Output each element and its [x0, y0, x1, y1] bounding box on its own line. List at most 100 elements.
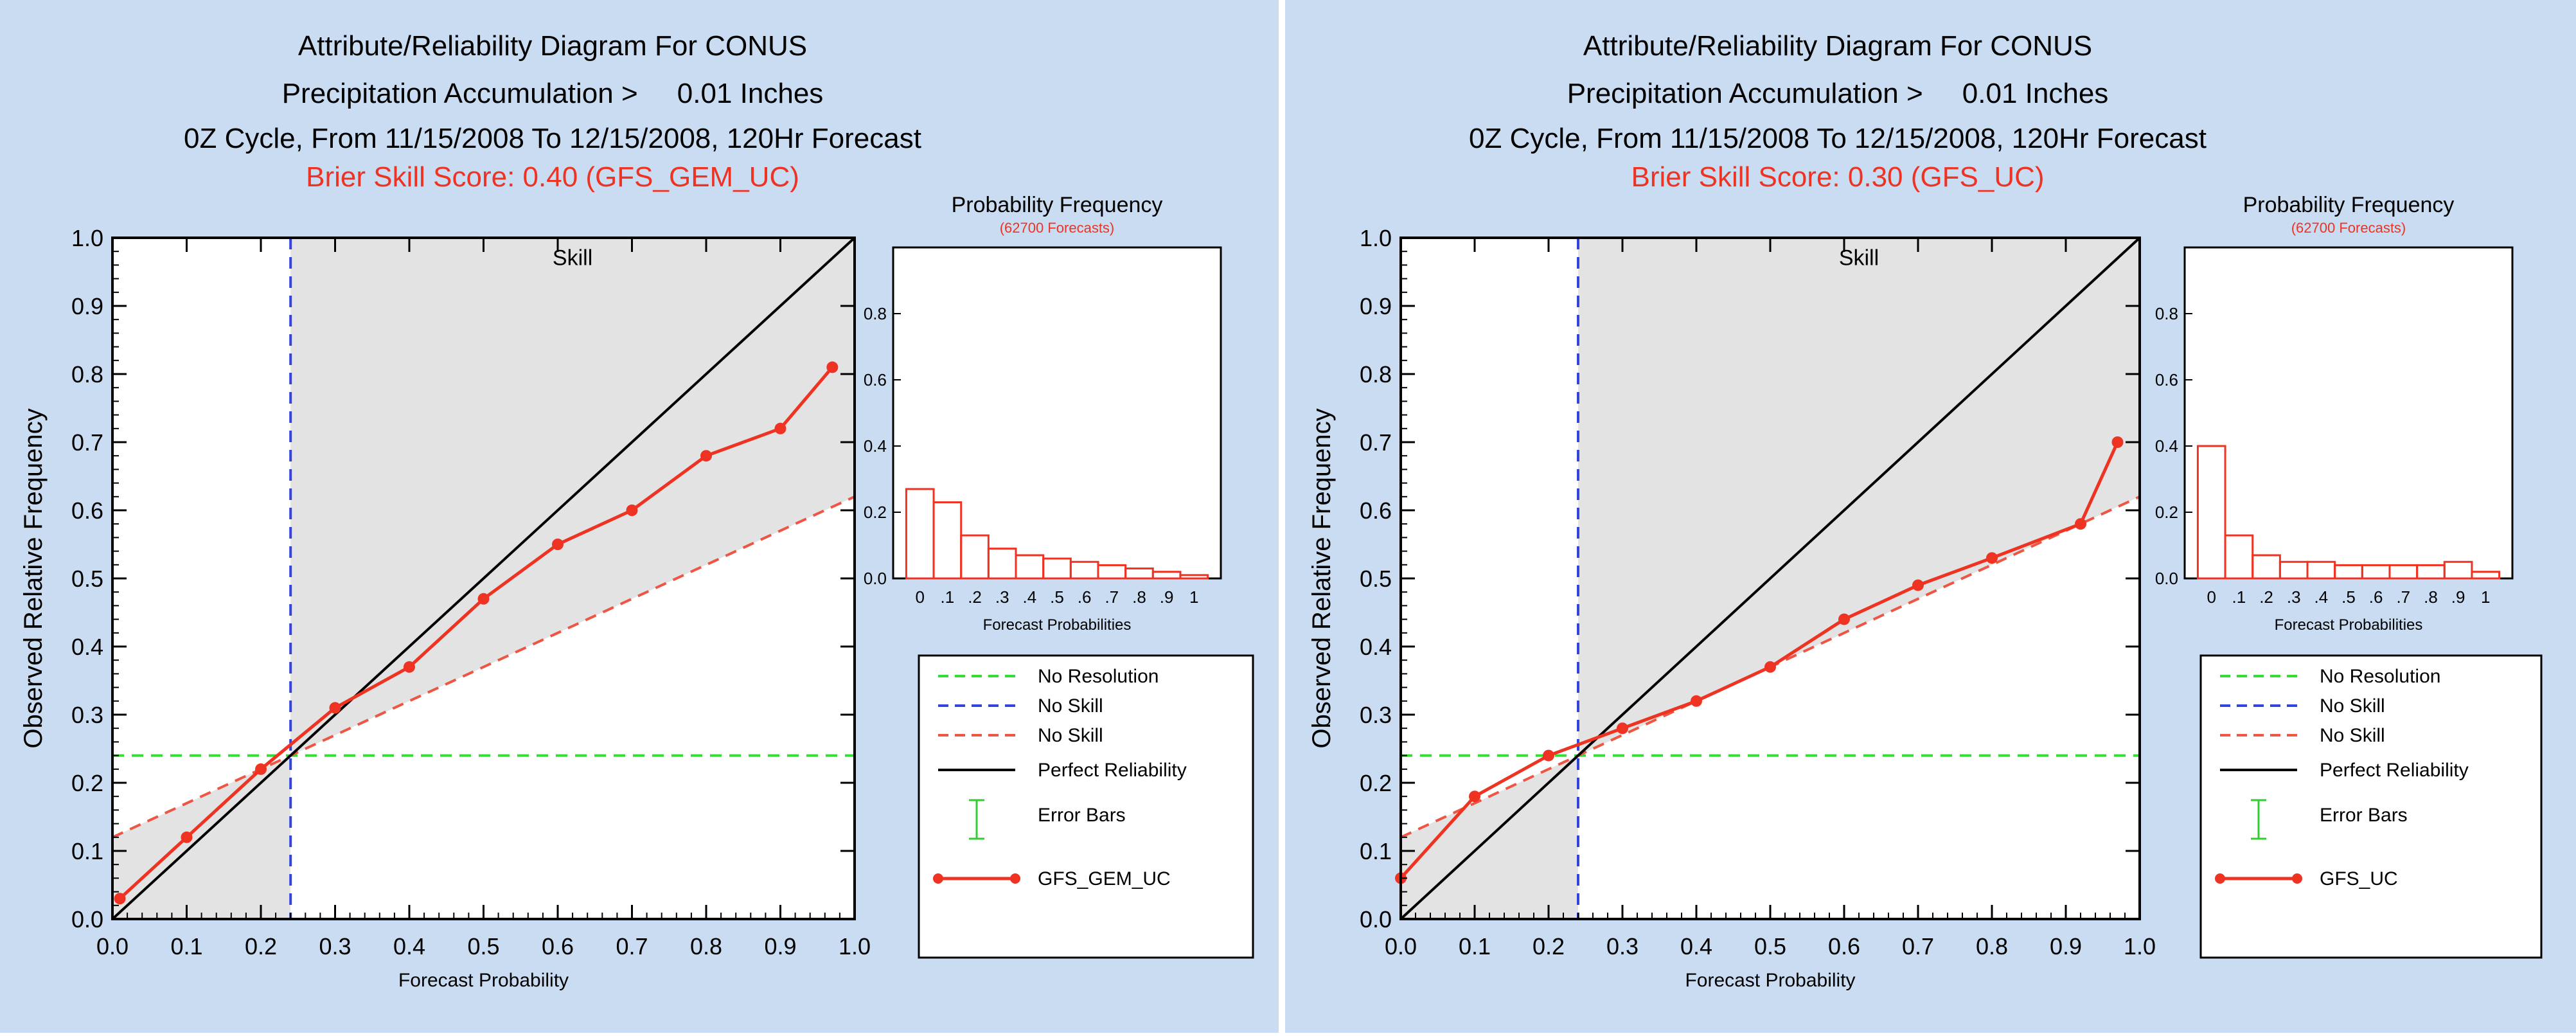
histogram-x-tick-label: 0 — [915, 587, 924, 607]
y-tick-label: 1.0 — [71, 225, 103, 251]
legend-series-point — [933, 873, 943, 884]
series-point — [1617, 722, 1628, 735]
chart-title: Attribute/Reliability Diagram For CONUS — [298, 30, 807, 62]
histogram-bar — [2443, 560, 2473, 580]
y-tick-label: 0.3 — [71, 702, 103, 728]
x-tick-label: 0.3 — [1606, 933, 1639, 960]
x-tick-label: 0.8 — [1976, 933, 2008, 960]
y-axis-label: Observed Relative Frequency — [1308, 408, 1336, 748]
histogram-x-tick-label: .3 — [995, 587, 1009, 607]
histogram-y-tick-label: 0.0 — [2155, 569, 2178, 588]
x-tick-label: 0.2 — [1532, 933, 1565, 960]
legend: No Resolution No Skill No Skill Perfect Rel… — [918, 654, 1254, 959]
x-tick-label: 0.9 — [764, 933, 796, 960]
x-tick-label: 0.3 — [319, 933, 351, 960]
y-tick-label: 0.0 — [1360, 906, 1392, 933]
histogram-frame — [892, 246, 1222, 580]
x-tick-label: 1.0 — [2124, 933, 2156, 960]
y-tick-label: 0.2 — [1360, 770, 1392, 796]
legend-no-skill-red-label: No Skill — [1038, 725, 1103, 746]
y-tick-label: 0.1 — [71, 838, 103, 864]
histogram-x-tick-label: .9 — [2451, 587, 2465, 607]
y-tick-label: 0.9 — [1360, 293, 1392, 319]
chart-subtitle-threshold: Precipitation Accumulation > 0.01 Inches — [1567, 78, 2109, 109]
x-tick-label: 0.5 — [467, 933, 499, 960]
chart-subtitle-period: 0Z Cycle, From 11/15/2008 To 12/15/2008,… — [184, 123, 921, 154]
series-point — [826, 361, 839, 373]
chart-title: Attribute/Reliability Diagram For CONUS — [1583, 30, 2092, 62]
series-point — [552, 539, 564, 550]
x-tick-label: 0.1 — [1459, 933, 1491, 960]
legend-error-bars-label: Error Bars — [2320, 805, 2408, 826]
series-point — [404, 661, 415, 673]
y-tick-label: 0.8 — [1360, 361, 1392, 388]
x-axis-label: Forecast Probability — [1685, 970, 1855, 991]
y-tick-label: 0.2 — [71, 770, 103, 796]
x-tick-label: 0.0 — [1385, 933, 1417, 960]
series-point — [329, 702, 341, 714]
x-tick-label: 0.5 — [1754, 933, 1786, 960]
histogram-y-tick-label: 0.4 — [864, 436, 887, 456]
legend-error-bars-label: Error Bars — [1038, 805, 1126, 826]
series-point — [255, 763, 267, 775]
x-tick-label: 0.1 — [170, 933, 202, 960]
series-point — [2075, 518, 2086, 530]
series-point — [114, 893, 126, 905]
legend-no-skill-red-label: No Skill — [2320, 725, 2385, 746]
histogram-subtitle: (62700 Forecasts) — [2291, 220, 2406, 236]
histogram-y-tick-label: 0.0 — [864, 569, 887, 588]
legend-no-skill-blue-label: No Skill — [2320, 695, 2385, 717]
y-tick-label: 0.4 — [71, 634, 103, 660]
probability-histogram: Probability Frequency (62700 Forecasts) 0.… — [2155, 193, 2514, 634]
y-tick-label: 0.6 — [1360, 497, 1392, 524]
reliability-panel-gfs-gem-uc: Attribute/Reliability Diagram For CONUS P… — [0, 0, 1279, 1033]
histogram-subtitle: (62700 Forecasts) — [1000, 220, 1115, 236]
chart-subtitle-period: 0Z Cycle, From 11/15/2008 To 12/15/2008,… — [1469, 123, 2207, 154]
series-point — [477, 593, 490, 605]
reliability-plot: Skill 0.0 0.1 0.2 0.3 0.4 0.5 0.6 0.7 0.8 0.9 1.0 0.… — [1308, 225, 2156, 991]
reliability-panel-gfs-uc: Attribute/Reliability Diagram For CONUS P… — [1285, 0, 2576, 1033]
y-tick-label: 0.7 — [71, 429, 103, 456]
y-tick-label: 0.7 — [1360, 429, 1392, 456]
histogram-x-axis-label: Forecast Probabilities — [2275, 616, 2423, 634]
histogram-y-tick-label: 0.4 — [2155, 436, 2178, 456]
histogram-bar — [2196, 445, 2226, 580]
histogram-title: Probability Frequency — [2243, 193, 2455, 217]
y-tick-label: 0.1 — [1360, 838, 1392, 864]
legend: No Resolution No Skill No Skill Perfect Rel… — [2199, 654, 2543, 959]
skill-label: Skill — [1839, 246, 1879, 270]
y-tick-label: 0.0 — [71, 906, 103, 933]
histogram-x-tick-label: .7 — [1105, 587, 1119, 607]
skill-label: Skill — [553, 246, 592, 270]
x-tick-label: 0.4 — [393, 933, 425, 960]
series-point — [1691, 695, 1702, 707]
legend-series-point — [2215, 873, 2225, 884]
x-tick-label: 0.9 — [2050, 933, 2082, 960]
series-point — [700, 450, 712, 462]
histogram-bar — [2471, 571, 2501, 580]
x-tick-label: 0.6 — [542, 933, 574, 960]
y-tick-label: 0.8 — [71, 361, 103, 388]
legend-series-point — [2292, 873, 2302, 884]
y-tick-label: 0.5 — [1360, 566, 1392, 592]
histogram-y-tick-label: 0.6 — [2155, 370, 2178, 389]
reliability-figure-svg: Attribute/Reliability Diagram For CONUS P… — [1308, 30, 2543, 991]
x-tick-label: 0.7 — [616, 933, 648, 960]
histogram-x-tick-label: .7 — [2396, 587, 2410, 607]
histogram-x-tick-label: .8 — [1132, 587, 1146, 607]
brier-skill-score: Brier Skill Score: 0.30 (GFS_UC) — [1631, 161, 2044, 193]
histogram-x-tick-label: .2 — [2259, 587, 2273, 607]
y-tick-label: 0.4 — [1360, 634, 1392, 660]
histogram-x-tick-label: .6 — [2369, 587, 2383, 607]
legend-series-label: GFS_GEM_UC — [1038, 868, 1171, 889]
histogram-y-tick-label: 0.6 — [864, 370, 887, 389]
x-tick-label: 0.7 — [1902, 933, 1934, 960]
histogram-x-tick-label: .5 — [1050, 587, 1064, 607]
perfect-reliability-line — [1399, 237, 2141, 920]
series-point — [181, 831, 193, 843]
legend-perfect-reliability-label: Perfect Reliability — [1038, 760, 1187, 781]
no-skill-diagonal-line — [112, 495, 855, 839]
series-point — [1986, 552, 1998, 564]
reliability-plot: Skill 0.0 0.1 0.2 0.3 0.4 0.5 0.6 0.7 0.8 0.9 1.0 0.… — [19, 225, 871, 991]
